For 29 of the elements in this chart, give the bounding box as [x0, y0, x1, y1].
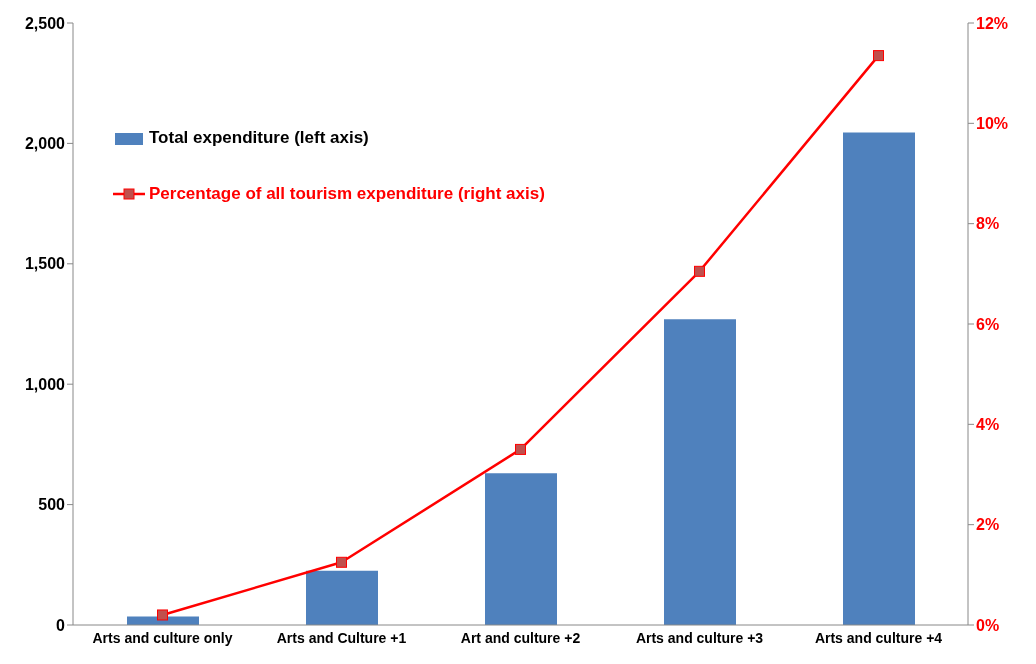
y2-tick-label: 4%	[976, 416, 1000, 434]
bar	[843, 132, 915, 625]
y2-tick-label: 6%	[976, 315, 1000, 333]
y-tick-label: 2,000	[24, 135, 66, 153]
y-tick-label: 500	[38, 496, 66, 514]
point	[873, 50, 884, 62]
x-tick-label: Art and culture +2	[460, 629, 581, 646]
point	[515, 443, 526, 455]
y2-tick-label: 12%	[976, 14, 1009, 32]
y-tick-label: 1,500	[24, 255, 66, 273]
point	[157, 609, 168, 621]
x-tick-label: Arts and culture +4	[814, 629, 943, 646]
bar	[306, 570, 378, 625]
y-tick-label: 0	[56, 616, 66, 634]
legend-label: Percentage of all tourism expenditure (right axis)	[149, 184, 545, 204]
x-tick-label: Arts and culture only	[92, 629, 233, 646]
bar	[485, 473, 557, 625]
x-tick-label: Arts and culture +3	[635, 629, 764, 646]
y2-tick-label: 8%	[976, 215, 1000, 233]
legend-label: Total expenditure (left axis)	[149, 128, 369, 148]
y2-tick-label: 0%	[976, 616, 1000, 634]
y2-tick-label: 10%	[976, 115, 1009, 133]
point	[694, 265, 705, 277]
y2-tick-label: 2%	[976, 516, 1000, 534]
x-tick-label: Arts and Culture +1	[276, 629, 407, 646]
y-tick-label: 1,000	[24, 375, 66, 393]
point	[336, 556, 347, 568]
y-tick-label: 2,500	[24, 14, 66, 32]
bar	[664, 319, 736, 625]
